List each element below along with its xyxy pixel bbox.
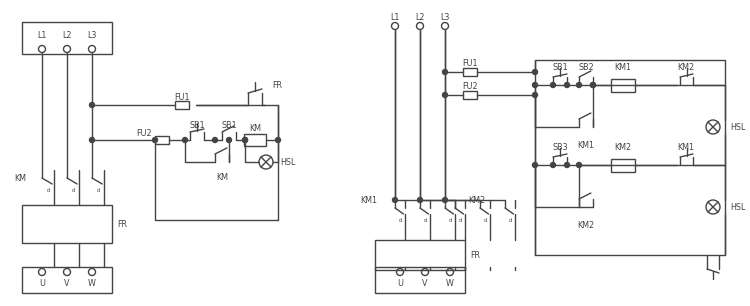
- Circle shape: [442, 92, 448, 98]
- Circle shape: [242, 137, 248, 143]
- Circle shape: [550, 162, 556, 167]
- Circle shape: [532, 69, 538, 74]
- Circle shape: [532, 92, 538, 98]
- Text: FR: FR: [470, 251, 480, 259]
- Text: d: d: [46, 188, 50, 192]
- Text: FR: FR: [117, 219, 127, 229]
- Circle shape: [392, 197, 398, 203]
- Bar: [463, 91, 477, 99]
- Text: FU1: FU1: [174, 92, 190, 102]
- Text: KM2: KM2: [578, 221, 595, 230]
- Text: d: d: [483, 218, 487, 222]
- Text: KM2: KM2: [677, 62, 694, 72]
- Text: d: d: [398, 218, 402, 222]
- Circle shape: [152, 137, 157, 143]
- Circle shape: [418, 197, 422, 203]
- Text: HSL: HSL: [730, 203, 746, 211]
- Text: SB1: SB1: [221, 121, 237, 129]
- Circle shape: [212, 137, 217, 143]
- Text: SB1: SB1: [552, 62, 568, 72]
- Circle shape: [565, 83, 569, 88]
- Text: KM: KM: [14, 174, 26, 182]
- Text: L1: L1: [38, 31, 46, 39]
- Text: KM: KM: [249, 124, 261, 132]
- Text: L2: L2: [416, 13, 424, 21]
- Text: KM: KM: [216, 173, 228, 181]
- Circle shape: [275, 137, 280, 143]
- Text: KM1: KM1: [578, 140, 595, 150]
- Circle shape: [226, 137, 232, 143]
- Text: L2: L2: [62, 31, 72, 39]
- Circle shape: [590, 83, 596, 88]
- Circle shape: [182, 137, 188, 143]
- Bar: [22, 267, 112, 293]
- Text: KM1: KM1: [614, 62, 632, 72]
- Bar: [611, 159, 635, 171]
- Text: FU2: FU2: [136, 129, 152, 137]
- Text: KM1: KM1: [360, 196, 377, 204]
- Text: d: d: [509, 218, 512, 222]
- Text: L3: L3: [440, 13, 450, 21]
- Bar: [375, 240, 465, 270]
- Bar: [244, 134, 266, 146]
- Bar: [175, 101, 189, 109]
- Text: KM2: KM2: [468, 196, 485, 204]
- Text: KM2: KM2: [614, 143, 632, 151]
- Text: FU2: FU2: [462, 81, 478, 91]
- Text: L3: L3: [87, 31, 97, 39]
- Text: HSL: HSL: [730, 122, 746, 132]
- Circle shape: [89, 103, 94, 107]
- Text: W: W: [446, 279, 454, 289]
- Text: V: V: [422, 279, 427, 289]
- Text: U: U: [397, 279, 403, 289]
- Circle shape: [532, 162, 538, 167]
- Circle shape: [590, 83, 596, 88]
- Bar: [463, 68, 477, 76]
- Text: d: d: [448, 218, 452, 222]
- Text: U: U: [39, 279, 45, 289]
- Text: HSL: HSL: [280, 158, 296, 166]
- Bar: [611, 79, 635, 91]
- Circle shape: [442, 197, 448, 203]
- Circle shape: [577, 83, 581, 88]
- Text: d: d: [96, 188, 100, 192]
- Bar: [535, 60, 725, 255]
- Text: d: d: [458, 218, 462, 222]
- Circle shape: [242, 137, 248, 143]
- Text: SB1: SB1: [189, 121, 205, 129]
- Bar: [375, 267, 465, 293]
- Text: d: d: [71, 188, 75, 192]
- Text: FU1: FU1: [462, 58, 478, 68]
- Text: SB3: SB3: [552, 143, 568, 151]
- Circle shape: [550, 83, 556, 88]
- Text: FR: FR: [272, 80, 282, 89]
- Text: V: V: [64, 279, 70, 289]
- Text: W: W: [88, 279, 96, 289]
- Circle shape: [577, 162, 581, 167]
- Circle shape: [89, 137, 94, 143]
- Bar: [22, 22, 112, 54]
- Text: SB2: SB2: [578, 62, 594, 72]
- Circle shape: [565, 162, 569, 167]
- Circle shape: [532, 83, 538, 88]
- Circle shape: [442, 69, 448, 74]
- Text: KM1: KM1: [677, 143, 694, 151]
- Bar: [22, 205, 112, 243]
- Bar: [155, 136, 169, 144]
- Text: L1: L1: [390, 13, 400, 21]
- Text: d: d: [423, 218, 427, 222]
